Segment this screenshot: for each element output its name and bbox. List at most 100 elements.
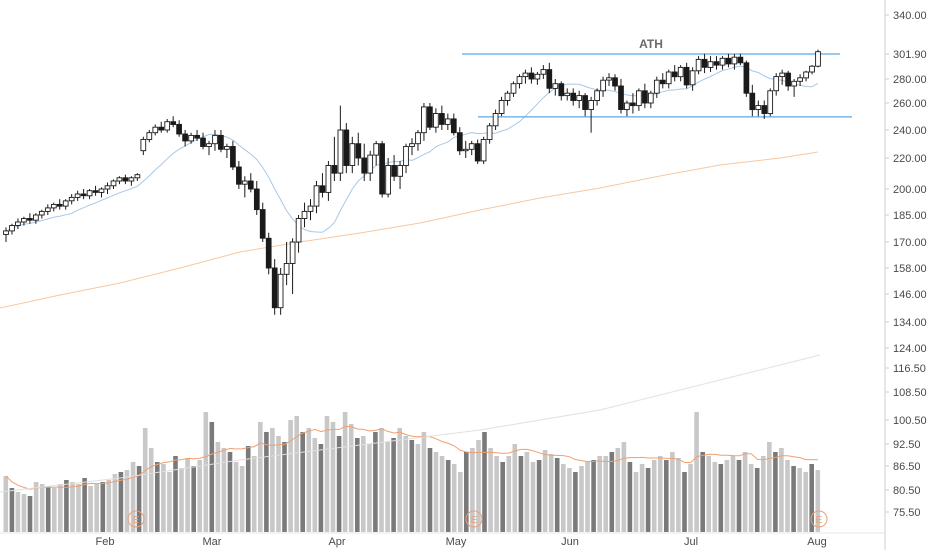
candle: [194, 130, 200, 141]
candle-body: [486, 125, 493, 140]
candle-body: [755, 105, 762, 110]
candle: [134, 173, 141, 181]
candle: [92, 185, 99, 196]
volume-bar: [64, 480, 69, 532]
candle-body: [612, 77, 618, 87]
candle-body: [653, 79, 660, 94]
time-tick-label: Feb: [96, 536, 115, 548]
candle: [677, 65, 684, 82]
volume-bar: [58, 484, 63, 532]
candle-body: [498, 100, 505, 114]
candle-body: [325, 165, 332, 193]
candle: [815, 49, 821, 68]
candle: [62, 199, 69, 210]
candle: [582, 93, 588, 117]
candle: [259, 202, 266, 242]
candle: [38, 209, 45, 219]
candle-body: [582, 95, 588, 110]
candle: [725, 53, 732, 68]
candle-body: [15, 221, 21, 226]
candle-body: [600, 79, 606, 92]
volume-bar: [45, 486, 51, 532]
candlesticks: [3, 49, 821, 315]
earnings-label: E: [133, 515, 140, 526]
price-tick-label: 86.50: [893, 461, 921, 473]
time-tick-label: May: [446, 536, 467, 548]
price-tick-label: 185.00: [893, 210, 927, 222]
candle: [468, 140, 475, 156]
volume-bar: [809, 464, 814, 532]
volume-bar: [433, 452, 439, 532]
volume-bar: [155, 462, 160, 532]
candle: [367, 150, 374, 181]
candle-body: [779, 72, 786, 78]
volume-bar: [233, 462, 239, 532]
candle-body: [659, 79, 666, 85]
volume-bar: [603, 456, 608, 532]
candle: [403, 143, 409, 174]
price-tick-label: 200.00: [893, 184, 927, 196]
candle: [349, 136, 356, 174]
volume-bar: [142, 428, 148, 532]
candle-body: [361, 157, 368, 174]
candle: [236, 160, 242, 189]
volume-bar: [94, 484, 99, 532]
candle: [558, 81, 565, 101]
candle-body: [427, 106, 433, 128]
volume-bar: [161, 464, 166, 532]
volume-bar: [167, 472, 172, 532]
candle-body: [21, 218, 27, 223]
candle-body: [9, 225, 15, 232]
candle-body: [815, 51, 821, 67]
candle: [642, 83, 648, 109]
candle-body: [56, 203, 63, 207]
volume-bar: [324, 416, 330, 532]
candle: [755, 100, 762, 117]
candle: [462, 140, 469, 158]
candle: [510, 81, 517, 97]
candle-body: [247, 180, 254, 190]
candle: [295, 215, 302, 253]
candle: [749, 84, 756, 117]
volume-bar: [373, 432, 378, 532]
candle: [683, 62, 690, 89]
candle: [218, 130, 224, 153]
candle-body: [212, 134, 218, 145]
candle: [797, 74, 803, 87]
candle: [319, 173, 326, 198]
earnings-marker: E: [810, 510, 828, 528]
candle: [206, 140, 212, 156]
candle: [277, 268, 284, 315]
candle: [33, 213, 39, 224]
candle: [337, 105, 344, 181]
volume-bar: [88, 486, 93, 532]
volume-bar: [3, 476, 9, 532]
candle-body: [588, 100, 594, 110]
candle: [230, 140, 236, 171]
candle: [761, 100, 768, 119]
volume-bar: [415, 444, 421, 532]
candle-body: [403, 146, 409, 166]
candle-body: [259, 209, 266, 239]
candle-body: [289, 241, 296, 264]
candle-body: [391, 165, 397, 177]
candle: [325, 160, 332, 201]
candle-body: [33, 214, 39, 221]
candle-body: [373, 143, 380, 156]
candle-body: [492, 113, 499, 127]
volume-bar: [294, 416, 299, 532]
candle-body: [439, 113, 445, 125]
volume-bar: [470, 448, 475, 532]
volume-bar: [318, 444, 324, 532]
candle: [498, 96, 505, 117]
candle-body: [504, 92, 511, 101]
volume-bar: [209, 422, 215, 532]
candle: [283, 242, 290, 286]
candle: [289, 238, 296, 294]
volume-bar: [530, 462, 536, 532]
price-tick-label: 124.00: [893, 343, 927, 355]
candle: [331, 136, 338, 181]
